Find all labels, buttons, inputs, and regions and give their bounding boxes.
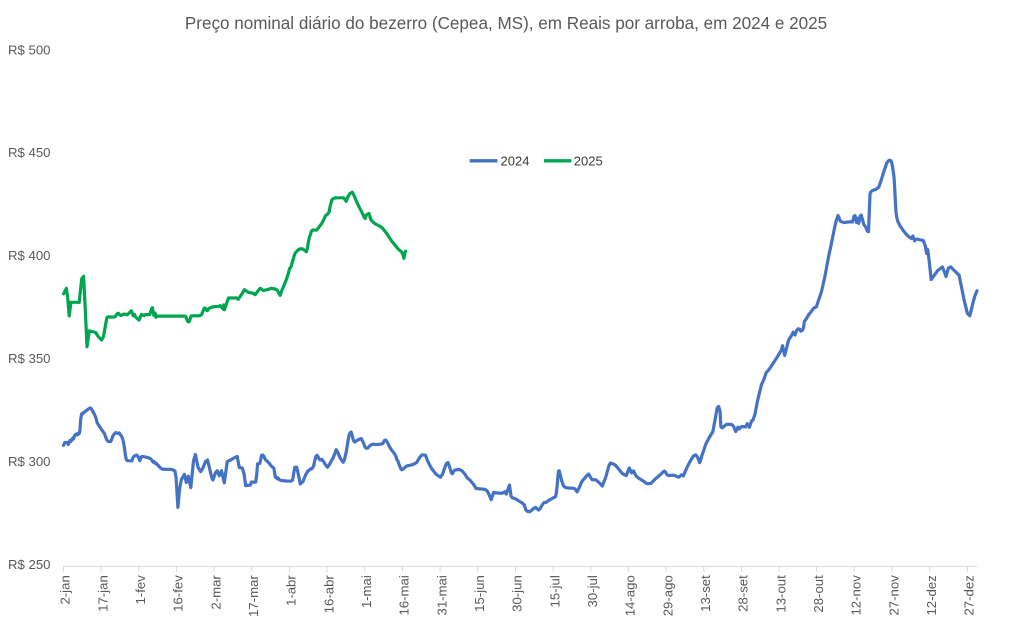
svg-text:Preço nominal diário do bezerr: Preço nominal diário do bezerro (Cepea, … <box>185 14 827 33</box>
svg-text:30-jul: 30-jul <box>585 575 600 607</box>
svg-text:13-out: 13-out <box>773 575 788 613</box>
svg-text:2025: 2025 <box>574 154 603 169</box>
svg-text:27-nov: 27-nov <box>886 575 901 616</box>
svg-text:2-mar: 2-mar <box>208 575 223 610</box>
svg-text:16-abr: 16-abr <box>321 575 336 614</box>
svg-text:1-fev: 1-fev <box>133 575 148 605</box>
svg-text:R$ 450: R$ 450 <box>8 145 51 160</box>
svg-text:28-out: 28-out <box>811 575 826 613</box>
svg-text:12-dez: 12-dez <box>924 575 939 615</box>
svg-text:R$ 300: R$ 300 <box>8 454 51 469</box>
svg-text:15-jul: 15-jul <box>547 575 562 607</box>
svg-text:16-fev: 16-fev <box>171 575 186 612</box>
svg-text:12-nov: 12-nov <box>849 575 864 616</box>
svg-text:17-jan: 17-jan <box>95 575 110 612</box>
svg-text:2-jan: 2-jan <box>58 575 73 604</box>
svg-text:27-dez: 27-dez <box>962 575 977 615</box>
svg-text:R$ 350: R$ 350 <box>8 351 51 366</box>
svg-text:14-ago: 14-ago <box>623 575 638 616</box>
svg-text:1-mai: 1-mai <box>359 575 374 608</box>
svg-text:R$ 250: R$ 250 <box>8 557 51 572</box>
svg-text:16-mai: 16-mai <box>397 575 412 615</box>
svg-text:17-mar: 17-mar <box>246 575 261 617</box>
svg-text:13-set: 13-set <box>698 575 713 612</box>
svg-text:31-mai: 31-mai <box>434 575 449 615</box>
svg-text:28-set: 28-set <box>736 575 751 612</box>
svg-text:29-ago: 29-ago <box>660 575 675 616</box>
svg-text:R$ 400: R$ 400 <box>8 248 51 263</box>
svg-text:15-jun: 15-jun <box>472 575 487 612</box>
svg-text:R$ 500: R$ 500 <box>8 42 51 57</box>
svg-text:1-abr: 1-abr <box>284 575 299 606</box>
svg-text:30-jun: 30-jun <box>510 575 525 612</box>
svg-text:2024: 2024 <box>501 154 530 169</box>
